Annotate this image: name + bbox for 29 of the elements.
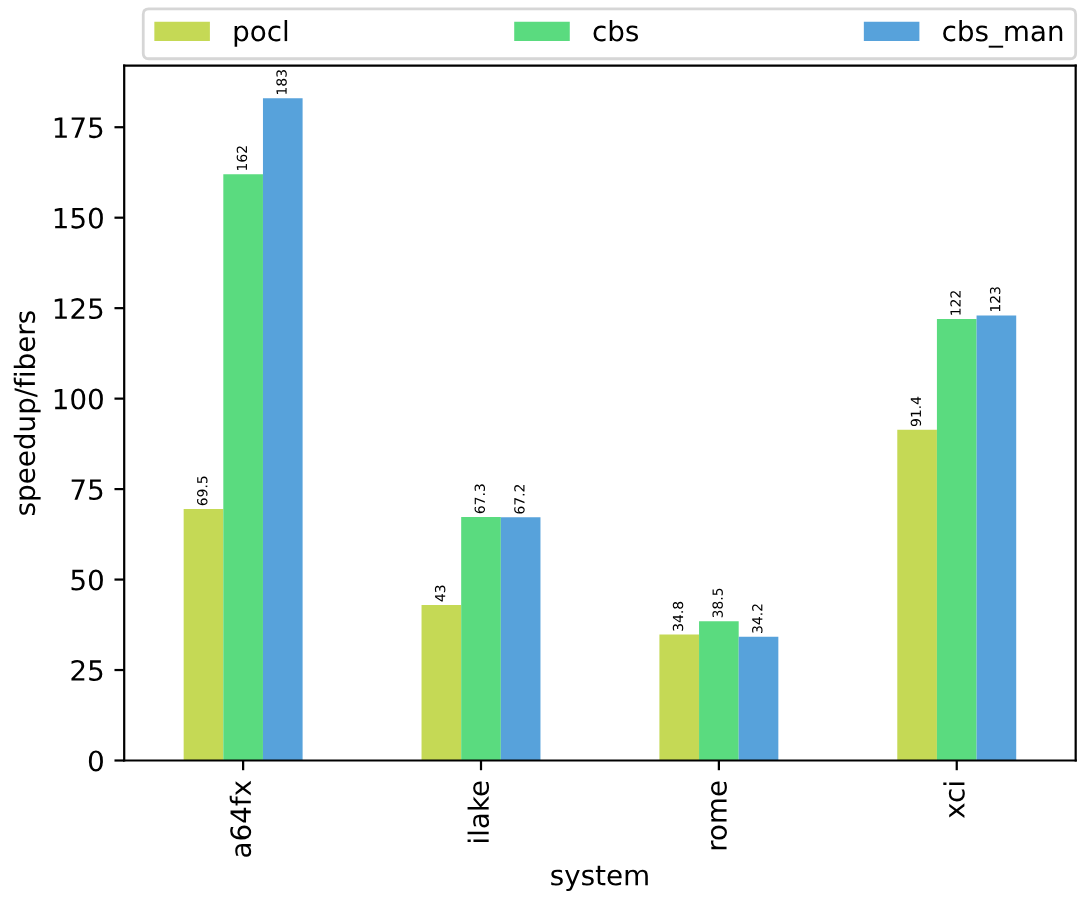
bar [897, 429, 937, 761]
y-tick-label: 175 [54, 117, 103, 139]
x-tick-label: rome [710, 781, 727, 850]
bar [976, 315, 1017, 761]
legend-label: pocl [234, 19, 288, 47]
bar [699, 621, 739, 761]
x-tick-label: xci [943, 782, 965, 819]
legend-label: cbs_man [943, 19, 1063, 48]
y-tick-label: 75 [71, 479, 103, 501]
bar [659, 634, 700, 761]
y-tick-label: 50 [71, 569, 103, 591]
bar [183, 509, 224, 761]
bar [738, 636, 779, 761]
legend-label: cbs [593, 19, 639, 42]
y-tick-label: 150 [54, 207, 103, 229]
x-tick-label: a64fx [229, 780, 252, 857]
y-tick-label: 125 [54, 298, 103, 320]
x-axis-title: system [551, 865, 648, 891]
y-tick-label: 25 [71, 659, 103, 681]
y-tick-label: 0 [88, 750, 103, 772]
y-axis-title: speedup/fibers [13, 311, 41, 515]
bar [936, 319, 977, 761]
y-tick-label: 100 [54, 388, 103, 410]
bar [421, 604, 462, 761]
x-tick-label: ilake [467, 781, 490, 842]
bar [461, 516, 501, 761]
bar [500, 517, 541, 761]
bar [223, 174, 263, 761]
bar [262, 98, 303, 761]
